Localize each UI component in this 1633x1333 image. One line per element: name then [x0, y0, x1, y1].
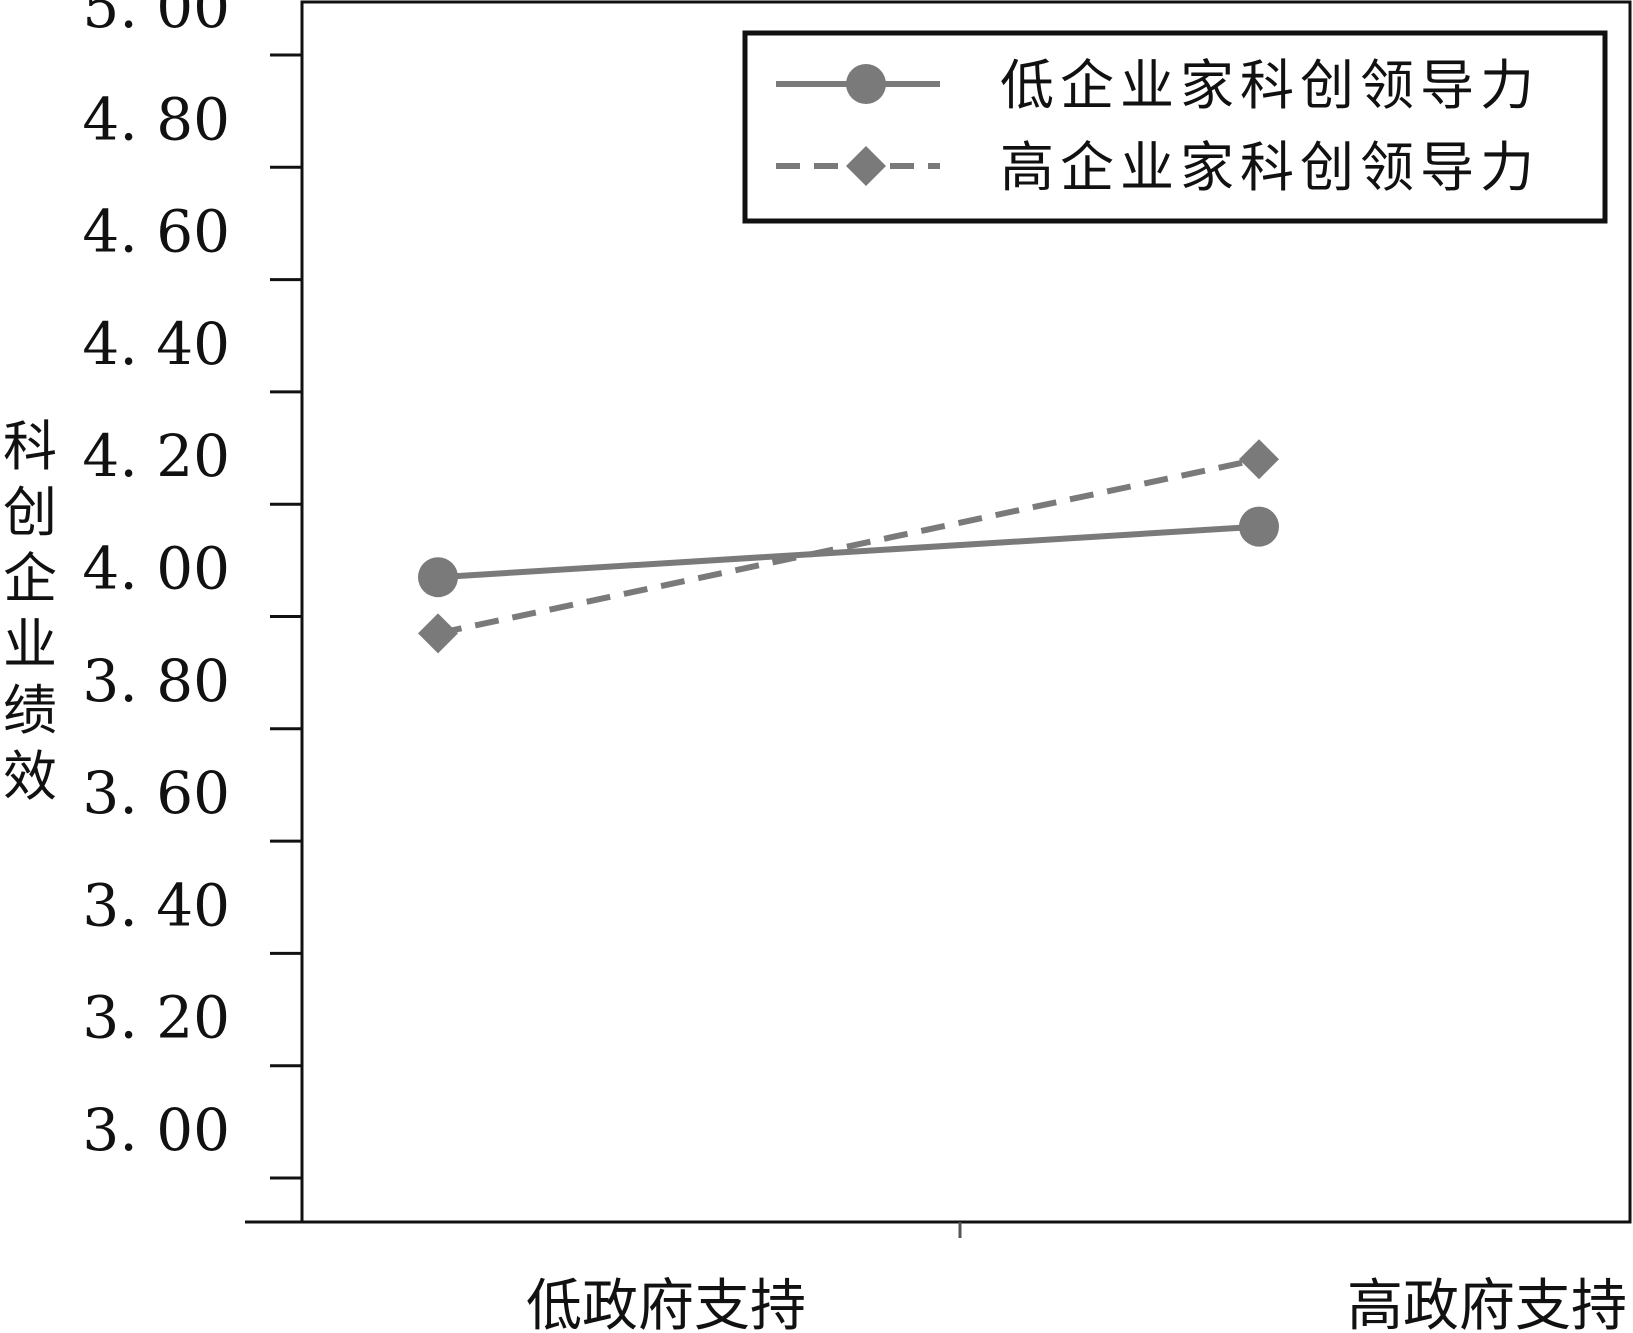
series-line-1 — [437, 456, 1260, 637]
y-tick-label-5: 4. 00 — [82, 535, 230, 603]
series-0 — [418, 506, 1279, 598]
y-tick-label-9: 4. 80 — [82, 85, 230, 153]
series-0-point-1 — [1239, 506, 1279, 547]
legend-label-1: 高企业家科创领导力 — [1000, 136, 1540, 199]
series-1-point-0 — [418, 613, 458, 654]
y-tick-label-0: 3. 00 — [82, 1096, 230, 1164]
y-tick-label-3: 3. 60 — [82, 759, 230, 827]
y-tick-label-10: 5. 00 — [82, 0, 230, 41]
y-axis-label-char-1: 创 — [3, 481, 57, 544]
y-tick-label-8: 4. 60 — [82, 198, 230, 266]
y-tick-label-6: 4. 20 — [82, 422, 230, 490]
series-1 — [418, 439, 1279, 654]
y-tick-label-4: 3. 80 — [82, 647, 230, 715]
x-category-label-1: 高政府支持 — [1347, 1274, 1627, 1333]
y-axis-label-char-5: 效 — [3, 745, 57, 808]
y-tick-labels: 3. 00 3. 20 3. 40 3. 60 3. 80 4. 00 4. 20 4. 40… — [82, 0, 230, 1164]
y-tick-label-1: 3. 20 — [82, 984, 230, 1052]
x-category-labels: 低政府支持 高政府支持 — [526, 1274, 1627, 1333]
series-line-0 — [437, 523, 1260, 581]
y-tick-label-7: 4. 40 — [82, 310, 230, 378]
y-axis-label-char-3: 业 — [3, 613, 57, 676]
series-group — [418, 439, 1279, 654]
y-tick-label-2: 3. 40 — [82, 871, 230, 939]
legend-marker-1 — [846, 146, 886, 186]
y-axis-label-char-0: 科 — [3, 415, 57, 478]
series-0-point-0 — [418, 557, 458, 598]
legend-box — [742, 30, 1608, 224]
axes — [245, 0, 1632, 1238]
y-axis-label-char-4: 绩 — [3, 679, 57, 742]
y-axis-label-char-2: 企 — [3, 547, 57, 610]
x-category-label-0: 低政府支持 — [526, 1274, 806, 1333]
series-1-point-1 — [1239, 439, 1279, 480]
legend-label-0: 低企业家科创领导力 — [1000, 54, 1540, 117]
legend-marker-0 — [846, 64, 886, 104]
